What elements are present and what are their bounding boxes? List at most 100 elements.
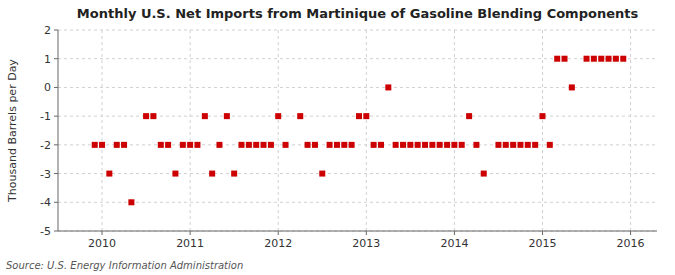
grid-line-y xyxy=(58,231,657,232)
point xyxy=(371,142,377,148)
point xyxy=(356,113,362,119)
grid-line-y xyxy=(58,144,657,145)
point xyxy=(143,113,149,119)
point xyxy=(591,56,597,62)
point xyxy=(341,142,347,148)
point xyxy=(172,171,178,177)
tick-y xyxy=(54,202,58,203)
point xyxy=(180,142,186,148)
point xyxy=(429,142,435,148)
tick-label-y: -1 xyxy=(40,110,51,123)
grid-line-x xyxy=(454,30,455,231)
points xyxy=(92,56,627,206)
tick-label-x: 2012 xyxy=(264,237,292,250)
point xyxy=(393,142,399,148)
point xyxy=(253,142,259,148)
point xyxy=(385,84,391,90)
tick-x xyxy=(190,231,191,235)
tick-y xyxy=(54,30,58,31)
tick-label-x: 2010 xyxy=(88,237,116,250)
point xyxy=(437,142,443,148)
tick-y xyxy=(54,144,58,145)
tick-label-y: -3 xyxy=(40,168,51,181)
point xyxy=(495,142,501,148)
point xyxy=(114,142,120,148)
tick-x xyxy=(630,231,631,235)
tick-x xyxy=(454,231,455,235)
tick-x xyxy=(542,231,543,235)
point xyxy=(415,142,421,148)
point xyxy=(349,142,355,148)
point xyxy=(268,142,274,148)
point xyxy=(532,142,538,148)
point xyxy=(312,142,318,148)
tick-label-y: -2 xyxy=(40,139,51,152)
tick-label-x: 2014 xyxy=(440,237,468,250)
tick-y xyxy=(54,58,58,59)
y-axis-label: Thousand Barrels per Day xyxy=(6,59,19,203)
point xyxy=(224,113,230,119)
point xyxy=(128,199,134,205)
point xyxy=(238,142,244,148)
tick-label-y: 2 xyxy=(44,24,51,37)
point xyxy=(451,142,457,148)
point xyxy=(216,142,222,148)
tick-label-y: 1 xyxy=(44,53,51,66)
point xyxy=(473,142,479,148)
point xyxy=(319,171,325,177)
point xyxy=(305,142,311,148)
grid xyxy=(58,30,657,231)
point xyxy=(327,142,333,148)
point xyxy=(378,142,384,148)
tick-x xyxy=(366,231,367,235)
point xyxy=(246,142,252,148)
tick-label-x: 2011 xyxy=(176,237,204,250)
tick-x xyxy=(278,231,279,235)
tick-label-y: -4 xyxy=(40,196,51,209)
grid-line-y xyxy=(58,202,657,203)
point xyxy=(569,84,575,90)
point xyxy=(400,142,406,148)
point xyxy=(150,113,156,119)
point xyxy=(503,142,509,148)
point xyxy=(231,171,237,177)
point xyxy=(209,171,215,177)
point xyxy=(584,56,590,62)
tick-y xyxy=(54,231,58,232)
point xyxy=(444,142,450,148)
axes: -5-4-3-2-1012201020112012201320142015201… xyxy=(40,24,657,250)
point xyxy=(407,142,413,148)
point xyxy=(547,142,553,148)
point xyxy=(158,142,164,148)
point xyxy=(606,56,612,62)
tick-y xyxy=(54,173,58,174)
point xyxy=(598,56,604,62)
point xyxy=(562,56,568,62)
point xyxy=(187,142,193,148)
point xyxy=(517,142,523,148)
point xyxy=(459,142,465,148)
point xyxy=(510,142,516,148)
point xyxy=(165,142,171,148)
grid-line-x xyxy=(278,30,279,231)
source: Source: U.S. Energy Information Administ… xyxy=(6,260,243,271)
y-axis-line xyxy=(58,30,59,231)
point xyxy=(422,142,428,148)
tick-label-y: 0 xyxy=(44,81,51,94)
point xyxy=(121,142,127,148)
grid-line-y xyxy=(58,30,657,31)
grid-line-x xyxy=(190,30,191,231)
point xyxy=(106,171,112,177)
tick-y xyxy=(54,87,58,88)
tick-x xyxy=(102,231,103,235)
title: Monthly U.S. Net Imports from Martinique… xyxy=(77,6,639,21)
point xyxy=(334,142,340,148)
x-axis-line xyxy=(58,231,657,232)
tick-label-x: 2013 xyxy=(352,237,380,250)
grid-line-x xyxy=(366,30,367,231)
point xyxy=(202,113,208,119)
point xyxy=(613,56,619,62)
grid-line-x xyxy=(102,30,103,231)
point xyxy=(92,142,98,148)
point xyxy=(525,142,531,148)
